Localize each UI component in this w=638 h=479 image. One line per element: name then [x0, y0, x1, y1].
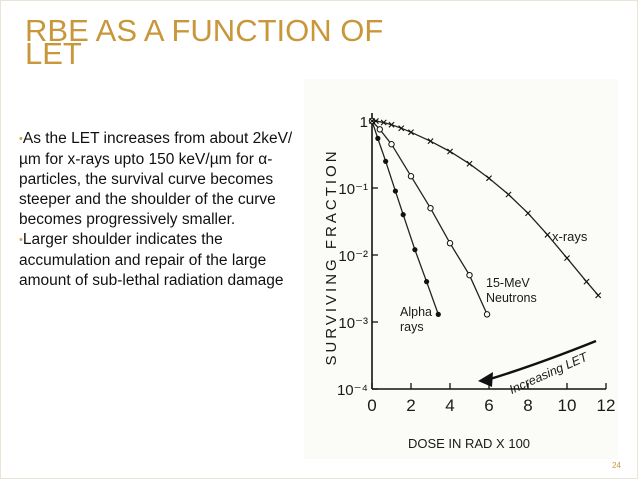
bullet-dot-icon: • [19, 133, 23, 145]
bullet-dot-icon: • [19, 234, 23, 246]
data-point [412, 247, 418, 253]
alpha-label-line1: Alpha [400, 305, 432, 319]
bullet-text-2: Larger shoulder indicates the accumulati… [19, 231, 284, 289]
arrow-head-icon [478, 372, 493, 387]
data-point [466, 160, 473, 167]
data-point [376, 126, 384, 133]
data-point [483, 311, 491, 318]
bullet-text-1: As the LET increases from about 2keV/µm … [19, 130, 293, 228]
data-point [375, 135, 381, 141]
x-tick-label: 0 [367, 396, 376, 415]
data-point [388, 121, 395, 128]
x-tick-label: 6 [484, 396, 493, 415]
slide-title: RBE AS A FUNCTION OF LET [25, 13, 455, 71]
x-rays-label: x-rays [552, 229, 588, 244]
data-point [486, 175, 492, 182]
data-point [400, 212, 406, 218]
increasing-let-arrow [489, 339, 597, 381]
data-point [525, 210, 531, 217]
data-point [466, 271, 473, 279]
data-point [427, 138, 434, 145]
bullet-item-1: •As the LET increases from about 2keV/µm… [19, 129, 305, 230]
slide-title-line2: LET [25, 36, 82, 71]
bullet-list: •As the LET increases from about 2keV/µm… [19, 129, 305, 291]
data-point [446, 240, 454, 247]
data-point [564, 255, 570, 262]
data-point [388, 141, 395, 148]
x-tick-label: 2 [406, 396, 415, 415]
survival-curve-chart: SURVIVING FRACTION DOSE IN RAD X 100 Inc… [323, 113, 616, 451]
data-point [392, 188, 398, 194]
x-tick-label: 10 [558, 396, 577, 415]
survival-curve-figure: SURVIVING FRACTION DOSE IN RAD X 100 Inc… [304, 79, 618, 459]
y-tick-label: 10⁻² [338, 248, 368, 265]
slide-title-line1: RBE AS A FUNCTION OF [25, 13, 384, 48]
neutrons-label: 15-MeV Neutrons [486, 276, 537, 305]
data-point [408, 129, 414, 136]
bullet-item-2: •Larger shoulder indicates the accumulat… [19, 230, 305, 291]
data-point [435, 311, 441, 317]
neutrons-label-line1: 15-MeV [486, 276, 530, 290]
x-tick-label: 8 [523, 396, 532, 415]
x-tick-label: 4 [445, 396, 454, 415]
data-point [383, 158, 389, 164]
x-tick-label: 12 [597, 396, 616, 415]
y-tick-label: 10⁻³ [338, 315, 368, 332]
y-tick-label: 1 [360, 114, 368, 131]
series-line-0 [371, 120, 439, 315]
series-line-2 [372, 120, 599, 296]
data-point [595, 292, 602, 299]
alpha-label-line2: rays [400, 320, 424, 334]
series-line-1 [371, 120, 488, 315]
data-point [583, 278, 590, 285]
page-number: 24 [612, 461, 621, 470]
data-point [398, 125, 405, 132]
y-tick-label: 10⁻⁴ [337, 382, 368, 399]
y-axis-label: SURVIVING FRACTION [323, 148, 340, 365]
data-point [505, 191, 512, 198]
data-point [447, 148, 453, 155]
data-point [427, 204, 434, 212]
data-point [372, 118, 379, 124]
data-point [544, 231, 551, 238]
data-point [380, 119, 387, 126]
data-point [424, 279, 430, 285]
data-point [407, 173, 415, 180]
y-tick-label: 10⁻¹ [338, 181, 368, 198]
x-axis-label: DOSE IN RAD X 100 [408, 436, 530, 451]
neutrons-label-line2: Neutrons [486, 291, 537, 305]
alpha-label: Alpha rays [400, 305, 432, 334]
